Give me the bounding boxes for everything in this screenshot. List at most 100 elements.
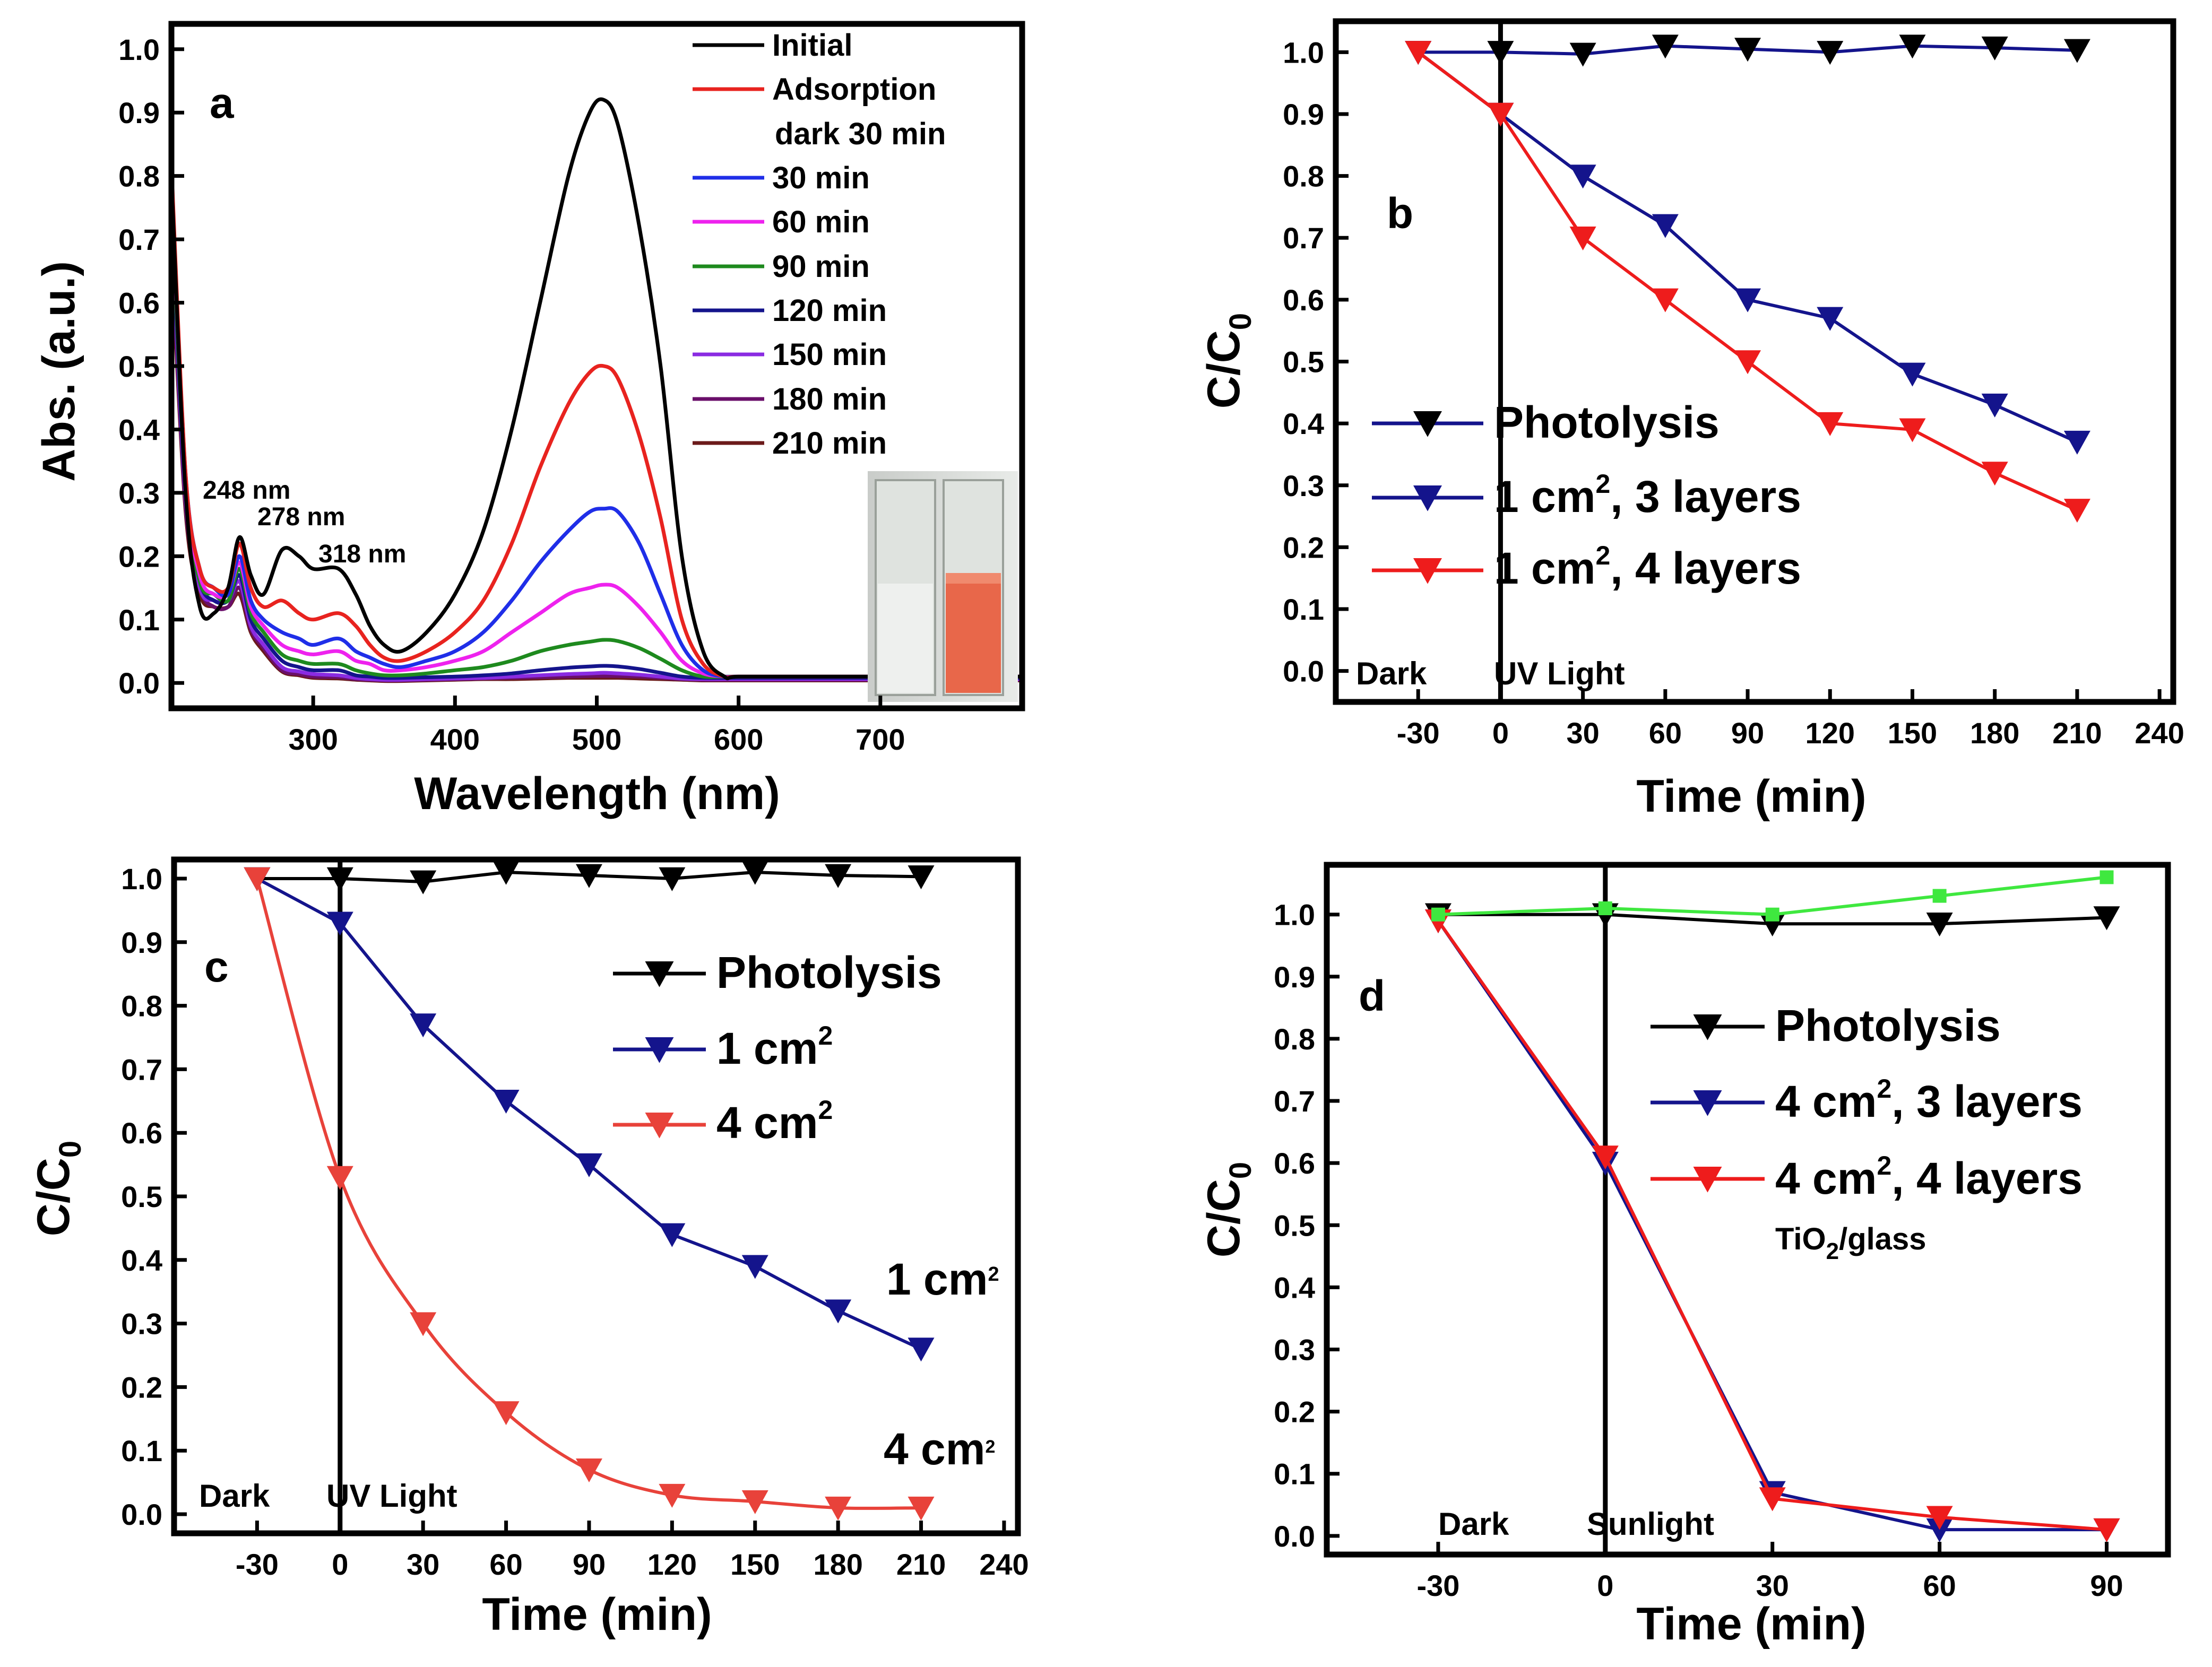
y-tick-label-c: 0.0 (121, 1498, 162, 1531)
peak-label-278: 278 nm (257, 503, 345, 531)
y-tick-label-d: 0.8 (1274, 1022, 1315, 1056)
x-tick-label-b: 120 (1805, 716, 1855, 750)
y-tick-label-b: 0.7 (1283, 221, 1324, 255)
legend-b-3layers-marker (1413, 485, 1442, 511)
data-point-b-2 (1569, 226, 1596, 250)
data-point-b-1 (1817, 307, 1844, 331)
data-point-c-2 (492, 1401, 520, 1426)
data-point-b-1 (1734, 288, 1761, 312)
y-tick-label-c: 0.9 (121, 926, 162, 959)
legend-b-photolysis: Photolysis (1494, 397, 1720, 447)
legend-d-photolysis-marker (1693, 1014, 1722, 1040)
legend-a-label: Initial (772, 28, 852, 63)
y-tick-label-c: 0.7 (121, 1053, 162, 1086)
legend-d-3layers: 4 cm2, 3 layers (1775, 1074, 2083, 1126)
x-tick-label-b: 180 (1970, 716, 2019, 750)
y-tick-label-b: 0.9 (1283, 98, 1324, 131)
data-point-b-0 (1899, 34, 1926, 59)
data-point-b-2 (1817, 412, 1844, 436)
legend-d-4layers-marker (1693, 1167, 1722, 1193)
legend-b-4layers: 1 cm2, 4 layers (1494, 541, 1801, 593)
x-tick-label-c: -30 (236, 1548, 279, 1581)
spectrum-line-2 (171, 176, 1022, 679)
legend-c-photolysis-marker (645, 961, 674, 987)
data-point-c-2 (244, 867, 271, 891)
y-tick-label-c: 0.5 (121, 1180, 162, 1213)
y-tick-label-c: 0.2 (121, 1370, 162, 1404)
legend-a-label: Adsorption (772, 72, 936, 107)
data-point-d-3 (1598, 901, 1612, 915)
region-sunlight-d: Sunlight (1587, 1506, 1714, 1542)
data-point-b-1 (1981, 393, 2008, 418)
panel-d-letter: d (1359, 972, 1385, 1020)
y-tick-label-c: 0.4 (121, 1244, 162, 1277)
region-uv-c: UV Light (326, 1478, 457, 1514)
legend-a-label: 150 min (772, 337, 887, 372)
y-tick-label-b: 0.2 (1283, 531, 1324, 564)
x-tick-label-b: 30 (1566, 716, 1599, 750)
data-point-c-0 (741, 861, 768, 885)
data-point-c-0 (825, 864, 852, 888)
data-point-c-2 (575, 1458, 602, 1482)
panel-b-letter: b (1387, 189, 1413, 238)
x-tick-label-b: 150 (1888, 716, 1937, 750)
data-point-c-0 (908, 865, 935, 890)
y-tick-label-c: 0.3 (121, 1307, 162, 1341)
legend-c-4cm-marker (645, 1113, 674, 1139)
x-tick-label-d: -30 (1416, 1569, 1459, 1602)
data-point-d-3 (1765, 907, 1779, 922)
x-tick-label-a: 700 (856, 723, 905, 756)
y-tick-label-a: 0.8 (118, 160, 160, 193)
data-point-d-0 (1926, 913, 1953, 937)
y-tick-label-b: 0.6 (1283, 283, 1324, 317)
y-tick-label-a: 0.6 (118, 286, 160, 320)
x-tick-label-c: 120 (647, 1548, 697, 1581)
legend-b-4layers-marker (1413, 558, 1442, 584)
x-tick-label-a: 600 (714, 723, 763, 756)
data-point-c-1 (741, 1255, 768, 1279)
data-point-d-2 (1926, 1506, 1953, 1530)
panel-a-letter: a (210, 79, 235, 127)
y-tick-label-b: 0.1 (1283, 593, 1324, 626)
legend-a-label: 120 min (772, 293, 887, 328)
x-tick-label-d: 0 (1597, 1569, 1613, 1602)
x-tick-label-b: 0 (1492, 716, 1509, 750)
region-dark-b: Dark (1356, 656, 1427, 691)
curve-label-1cm: 1 cm2 (886, 1254, 999, 1304)
y-tick-label-c: 1.0 (121, 862, 162, 896)
peak-label-248: 248 nm (203, 476, 290, 505)
y-tick-label-a: 0.9 (118, 96, 160, 129)
y-tick-label-d: 0.6 (1274, 1147, 1315, 1180)
legend-a-label: 210 min (772, 426, 887, 461)
y-tick-label-a: 0.3 (118, 476, 160, 510)
legend-a: Initial Adsorption dark 30 min 30 min 60 min… (693, 28, 946, 461)
legend-d-3layers-marker (1693, 1090, 1722, 1116)
data-point-d-2 (1759, 1487, 1786, 1512)
x-tick-label-d: 60 (1923, 1569, 1956, 1602)
data-point-b-0 (1734, 38, 1761, 62)
data-point-c-0 (492, 861, 520, 885)
y-tick-label-a: 0.2 (118, 540, 160, 573)
data-point-d-0 (2093, 906, 2120, 931)
data-point-b-2 (1652, 288, 1679, 312)
data-point-d-2 (1592, 1145, 1619, 1170)
y-tick-label-b: 0.8 (1283, 160, 1324, 193)
legend-c-1cm-marker (645, 1037, 674, 1063)
legend-b-3layers: 1 cm2, 3 layers (1494, 469, 1801, 522)
data-point-c-2 (741, 1490, 768, 1514)
data-point-b-2 (1981, 462, 2008, 486)
data-point-b-0 (1652, 34, 1679, 59)
svg-text:C/C0: C/C0 (1198, 313, 1258, 409)
x-tick-label-a: 300 (288, 723, 338, 756)
legend-d: Photolysis 4 cm2, 3 layers 4 cm2, 4 laye… (1651, 1001, 2083, 1264)
data-point-b-2 (2063, 499, 2090, 523)
y-tick-label-a: 0.5 (118, 350, 160, 383)
y-tick-label-b: 0.0 (1283, 655, 1324, 688)
x-tick-label-b: 60 (1649, 716, 1682, 750)
data-point-b-0 (1981, 36, 2008, 60)
data-point-d-1 (1926, 1518, 1953, 1542)
region-dark-c: Dark (199, 1478, 270, 1514)
x-axis-label-b: Time (min) (1636, 771, 1866, 822)
data-point-c-0 (575, 864, 602, 888)
data-point-c-1 (326, 911, 353, 936)
